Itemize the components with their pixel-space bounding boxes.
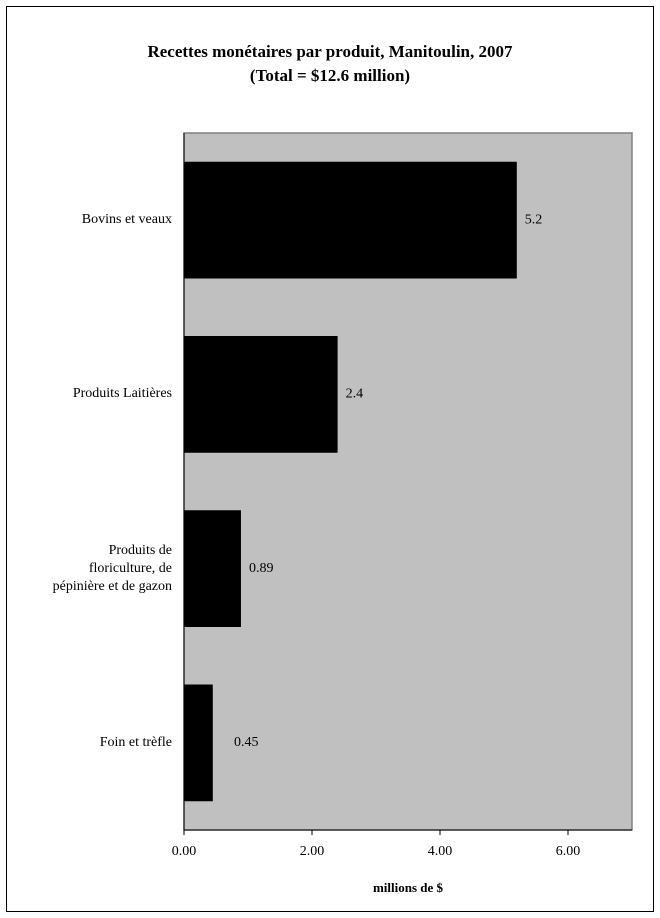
chart-subtitle: (Total = $12.6 million) (250, 66, 410, 85)
x-tick-label: 2.00 (300, 844, 325, 859)
chart-title: Recettes monétaires par produit, Manitou… (147, 42, 513, 61)
y-tick-label: Produits de floriculture, de pépinière e… (52, 542, 172, 594)
bar (184, 684, 213, 802)
value-label: 0.45 (234, 735, 259, 750)
value-label: 5.2 (525, 212, 543, 227)
y-tick-label: Produits Laitières (72, 386, 172, 402)
bar (184, 510, 241, 627)
value-label: 0.89 (249, 561, 274, 576)
bar (184, 161, 517, 279)
x-tick-label: 4.00 (428, 844, 453, 859)
x-tick-label: 0.00 (172, 844, 197, 859)
y-tick-label: Foin et trèfle (99, 734, 172, 750)
x-axis-label: millions de $ (373, 880, 444, 895)
x-tick-label: 6.00 (556, 844, 581, 859)
value-label: 2.4 (346, 387, 364, 402)
y-tick-label: Bovins et veaux (81, 212, 172, 228)
bar (184, 336, 338, 453)
